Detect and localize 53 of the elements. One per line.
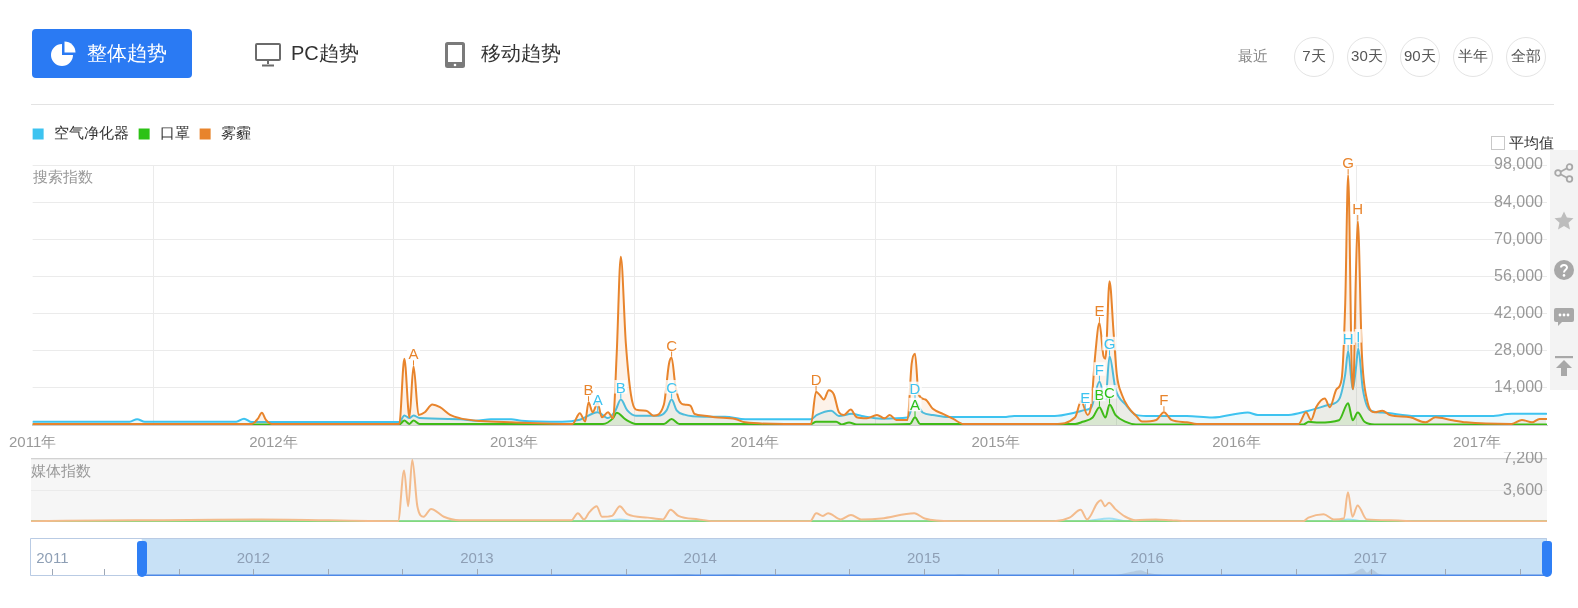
- annotation: D: [909, 380, 921, 398]
- y-axis-title: 搜索指数: [32, 168, 93, 186]
- y-tick-label: 3,600: [1502, 480, 1544, 498]
- text: 移动趋势: [481, 41, 561, 66]
- x-tick-label: 2013: [460, 549, 494, 567]
- text: 平均值: [1509, 134, 1554, 152]
- x-tick-label: 2011年: [9, 433, 57, 451]
- annotation: A: [592, 391, 603, 409]
- annotation: G: [1103, 335, 1116, 353]
- annotation: D: [810, 370, 822, 388]
- x-tick-label: 2016年: [1212, 433, 1261, 451]
- x-tick-label: 2016: [1130, 549, 1164, 567]
- y-axis-title: 媒体指数: [31, 462, 91, 480]
- x-tick-label: 2017: [1353, 549, 1388, 567]
- x-tick-label: 2012年: [249, 433, 298, 451]
- annotation: F: [1094, 360, 1105, 378]
- x-tick-label: 2011: [36, 549, 69, 567]
- annotation: H: [1352, 199, 1364, 217]
- annotation: A: [408, 345, 419, 363]
- x-tick-label: 2014: [683, 549, 717, 567]
- y-tick-label: 28,000: [1494, 341, 1544, 359]
- y-tick-label: 84,000: [1494, 192, 1544, 210]
- annotation: E: [1080, 388, 1091, 406]
- legend-label: 空气净化器: [53, 124, 129, 142]
- annotation: B: [1094, 386, 1105, 404]
- annotation: G: [1342, 154, 1354, 172]
- annotation: C: [1104, 383, 1116, 401]
- annotation: C: [666, 378, 678, 396]
- y-tick-label: 42,000: [1494, 303, 1544, 321]
- y-tick-label: 14,000: [1494, 378, 1544, 396]
- annotation: F: [1159, 391, 1169, 409]
- text: 最近: [1238, 46, 1268, 66]
- annotation: H: [1342, 329, 1354, 347]
- x-tick-label: 2014年: [730, 433, 780, 451]
- x-tick-label: 2017年: [1452, 433, 1502, 451]
- x-tick-label: 2015年: [971, 433, 1020, 451]
- annotation: C: [666, 336, 678, 354]
- annotation: I: [1356, 327, 1361, 345]
- y-tick-label: 7,200: [1502, 449, 1544, 467]
- tab-button: 整体趋势: [31, 29, 192, 78]
- annotation: B: [583, 381, 594, 399]
- x-tick-label: 2015: [906, 549, 941, 567]
- legend-label: 口罩: [159, 124, 190, 142]
- legend-label: 雾霾: [220, 124, 251, 142]
- annotation: E: [1094, 302, 1105, 320]
- y-tick-label: 70,000: [1494, 229, 1544, 247]
- x-tick-label: 2012: [236, 549, 271, 567]
- x-tick-label: 2013年: [489, 433, 539, 451]
- annotation: A: [910, 396, 921, 414]
- text: PC趋势: [291, 41, 359, 66]
- y-tick-label: 56,000: [1494, 266, 1544, 284]
- annotation: B: [615, 378, 626, 396]
- y-tick-label: 98,000: [1494, 155, 1544, 173]
